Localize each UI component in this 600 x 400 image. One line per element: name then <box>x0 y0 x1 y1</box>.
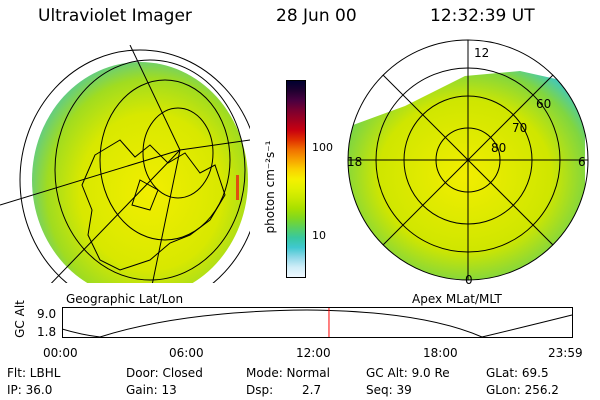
left-panel-caption: Geographic Lat/Lon <box>66 292 184 306</box>
timeline-xtick-1: 06:00 <box>169 346 204 360</box>
time-label: 12:32:39 UT <box>430 6 535 26</box>
timeline-plot <box>62 307 573 338</box>
left-outer-limb <box>19 49 250 283</box>
timeline-xtick-4: 23:59 <box>548 346 583 360</box>
left-meridian-5 <box>151 149 181 283</box>
app-title: Ultraviolet Imager <box>38 6 192 26</box>
geographic-image <box>0 45 250 283</box>
info-gain: Gain: 13 <box>126 383 177 397</box>
info-glon: GLon: 256.2 <box>486 383 559 397</box>
info-dsp-label: Dsp: <box>246 383 274 397</box>
timeline-xtick-0: 00:00 <box>43 346 78 360</box>
colorbar-unit-label: photon cm⁻²s⁻¹ <box>263 140 277 234</box>
info-flt: Flt: LBHL <box>7 366 61 380</box>
mlt-label-0: 0 <box>465 273 473 287</box>
info-dsp-value: 2.7 <box>302 383 322 397</box>
polar-image <box>347 39 589 281</box>
info-door: Door: Closed <box>126 366 203 380</box>
mlt-label-12: 12 <box>474 46 490 60</box>
timeline-ytick-max: 9.0 <box>37 307 57 321</box>
timeline-axis-label: GC Alt <box>13 300 27 338</box>
info-glat: GLat: 69.5 <box>486 366 549 380</box>
left-meridian-3 <box>129 45 181 151</box>
info-gcalt: GC Alt: 9.0 Re <box>366 366 450 380</box>
timeline-xtick-2: 12:00 <box>296 346 331 360</box>
timeline-ytick-min: 1.8 <box>37 325 57 339</box>
date-label: 28 Jun 00 <box>276 6 357 26</box>
polar-emission <box>348 71 585 280</box>
right-panel-caption: Apex MLat/MLT <box>412 292 502 306</box>
timeline-frame <box>62 307 573 338</box>
info-seq: Seq: 39 <box>366 383 412 397</box>
colorbar <box>286 80 306 278</box>
lat-label-70: 70 <box>512 121 528 135</box>
colorbar-tick-100: 100 <box>312 141 333 154</box>
left-coastline <box>81 139 226 271</box>
left-meridian-4 <box>179 139 250 151</box>
left-meridian-1 <box>50 149 181 283</box>
lat-label-60: 60 <box>536 97 552 111</box>
info-ip: IP: 36.0 <box>7 383 53 397</box>
lat-label-80: 80 <box>491 141 507 155</box>
mlt-label-6: 6 <box>578 155 586 169</box>
left-red-edge <box>236 175 239 200</box>
left-meridian-2 <box>0 149 181 206</box>
left-emission-disk <box>32 62 248 283</box>
colorbar-tick-10: 10 <box>312 229 326 242</box>
left-lat-ring-2 <box>99 79 231 241</box>
mlt-label-18: 18 <box>347 155 363 169</box>
timeline-altitude-curve <box>62 309 573 338</box>
polar-line-diag-2 <box>382 74 554 246</box>
left-coastline-2 <box>131 179 159 211</box>
timeline-xtick-3: 18:00 <box>423 346 458 360</box>
info-mode: Mode: Normal <box>246 366 330 380</box>
left-lat-ring-1 <box>54 59 246 281</box>
left-lat-ring-3 <box>142 107 214 199</box>
